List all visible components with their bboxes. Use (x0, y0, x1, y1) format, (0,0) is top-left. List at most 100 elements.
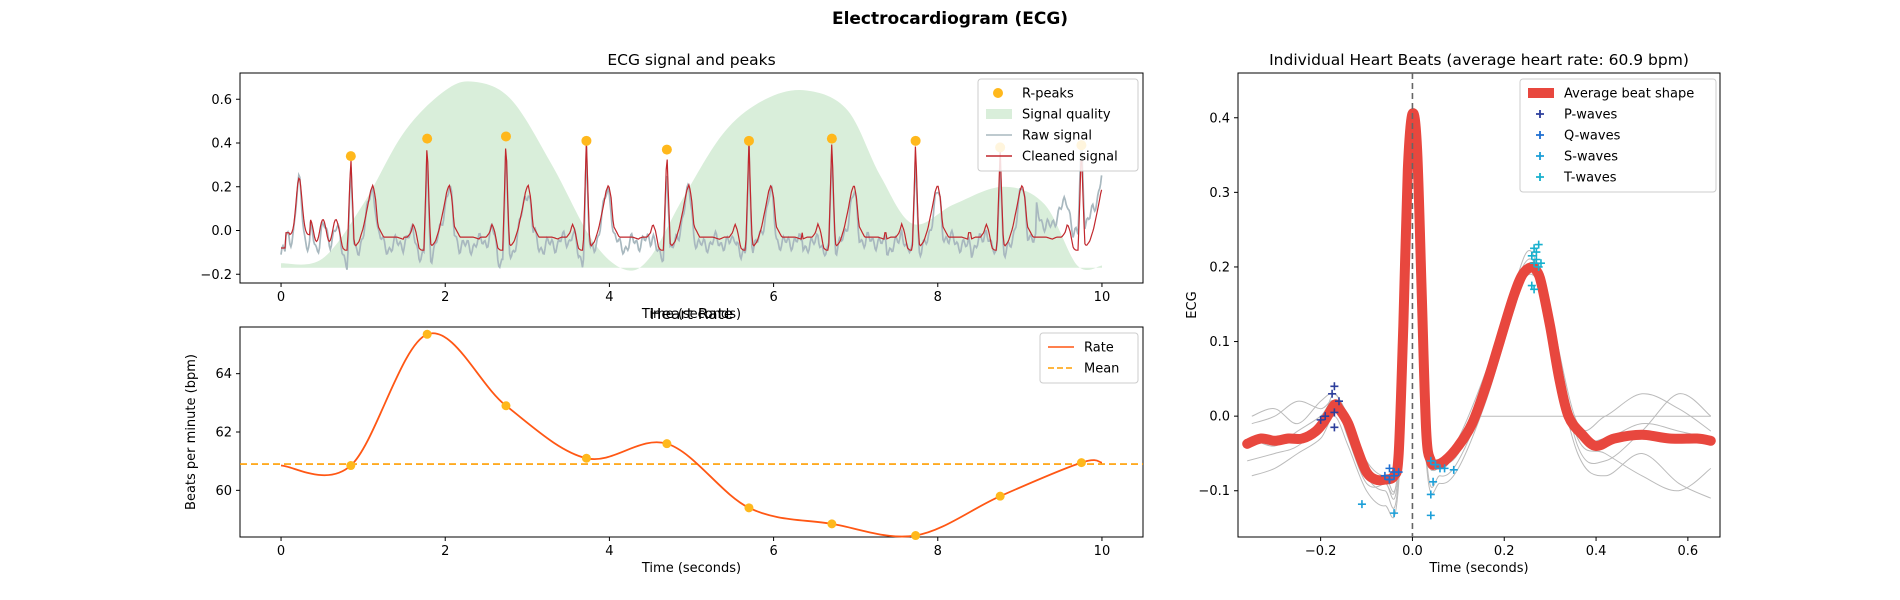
rate-legend-entry: Mean (1048, 362, 1119, 377)
beats-q-wave-marker (1394, 468, 1403, 477)
ecg-xtick-label: 2 (441, 290, 449, 305)
beats-xtick-label: 0.6 (1678, 544, 1699, 559)
rate-peak-point (662, 439, 672, 449)
ecg-legend-label: Cleaned signal (1022, 150, 1118, 165)
ecg-r-peak (910, 135, 921, 146)
beats-p-wave-marker (1334, 397, 1343, 406)
rate-xtick-label: 2 (441, 544, 449, 559)
beats-xtick-label: 0.0 (1402, 544, 1423, 559)
ecg-ytick-label: 0.0 (211, 224, 232, 239)
rate-frame (239, 326, 1144, 538)
rate-peak-point (995, 491, 1005, 501)
beats-legend-label: T-waves (1563, 171, 1617, 186)
beats-legend-label: P-waves (1564, 108, 1618, 123)
rate-legend-label: Rate (1084, 341, 1114, 356)
beats-p-wave-marker (1330, 382, 1339, 391)
beats-ytick-label: 0.0 (1209, 410, 1230, 425)
beats-q-wave-marker (1380, 471, 1389, 480)
ecg-r-peak (826, 133, 837, 144)
rate-legend-entry: Rate (1048, 341, 1114, 356)
ecg-legend-entry: Raw signal (986, 129, 1092, 144)
beats-s-wave-marker (1429, 477, 1438, 486)
beats-legend-marker (1536, 110, 1544, 118)
beats-ytick-label: 0.4 (1209, 111, 1230, 126)
beats-s-wave-marker (1440, 464, 1449, 473)
ecg-xlabel: Time (seconds) (641, 307, 741, 322)
ecg-xtick-label: 8 (934, 290, 942, 305)
beats-legend-marker (1536, 173, 1544, 181)
beats-axes: −0.2 0.0 0.2 0.4 0.6 −0.1 0.0 0.1 0.2 0.3 0.4 Indiv… (1185, 51, 1721, 576)
rate-ytick-label: 62 (215, 426, 232, 441)
ecg-ytick-label: 0.2 (211, 180, 232, 195)
ecg-cleaned-signal (281, 140, 1103, 251)
beats-t-wave-marker (1530, 285, 1539, 294)
rate-ylabel: Beats per minute (bpm) (184, 354, 199, 510)
beats-s-wave-marker (1426, 511, 1435, 520)
beats-p-wave-marker (1316, 415, 1325, 424)
ecg-legend-label: Raw signal (1022, 129, 1092, 144)
ecg-ytick-label: 0.4 (211, 137, 232, 152)
rate-peak-point (501, 401, 511, 411)
rate-xtick-label: 6 (769, 544, 777, 559)
beats-legend-entry: Average beat shape (1528, 87, 1694, 102)
beats-ytick-label: 0.1 (1209, 335, 1230, 350)
rate-xtick-label: 4 (605, 544, 613, 559)
beats-legend-label: S-waves (1564, 150, 1618, 165)
beats-s-wave-marker (1426, 456, 1435, 465)
ecg-legend-box (977, 78, 1139, 172)
beats-legend-label: Q-waves (1564, 129, 1621, 144)
beats-t-wave-marker (1536, 259, 1545, 268)
ecg-legend-label: Signal quality (1022, 108, 1111, 123)
ecg-legend-marker (986, 109, 1012, 119)
beats-xtick-label: 0.4 (1586, 544, 1607, 559)
rate-ytick-label: 60 (215, 484, 232, 499)
ecg-xtick-label: 6 (769, 290, 777, 305)
beats-xtick-label: −0.2 (1305, 544, 1337, 559)
beats-t-wave-marker (1527, 251, 1536, 260)
rate-xtick-label: 0 (277, 544, 285, 559)
ecg-ytick-label: 0.6 (211, 93, 232, 108)
rate-xtick-label: 10 (1094, 544, 1111, 559)
beats-p-wave-marker (1321, 412, 1330, 421)
beats-q-wave-marker (1385, 464, 1394, 473)
rate-ytick-label: 64 (215, 367, 232, 382)
beats-xtick-label: 0.2 (1494, 544, 1515, 559)
beats-s-wave-marker (1431, 460, 1440, 469)
beats-legend-marker (1536, 152, 1544, 160)
rate-peak-point (581, 453, 591, 463)
beats-xlabel: Time (seconds) (1428, 561, 1528, 576)
beats-p-wave-marker (1330, 408, 1339, 417)
ecg-raw-signal (280, 139, 1103, 270)
beats-s-wave-marker (1449, 465, 1458, 474)
ecg-xtick-label: 0 (277, 290, 285, 305)
ecg-r-peak (581, 135, 592, 146)
rate-xtick-label: 8 (934, 544, 942, 559)
beats-t-wave-marker (1530, 244, 1539, 253)
rate-peak-point (827, 519, 837, 529)
beats-t-wave-marker (1534, 240, 1543, 249)
ecg-legend-entry: Cleaned signal (986, 150, 1118, 165)
rate-xlabel: Time (seconds) (641, 561, 741, 576)
ecg-legend-marker (993, 88, 1003, 98)
beats-legend-box (1519, 78, 1717, 193)
beats-s-wave-marker (1357, 500, 1366, 509)
ecg-ytick-label: −0.2 (200, 268, 232, 283)
beats-legend-entry: S-waves (1536, 150, 1618, 165)
beats-t-wave-marker (1532, 255, 1541, 264)
beats-p-wave-marker (1328, 389, 1337, 398)
beats-s-wave-marker (1426, 490, 1435, 499)
rate-line (280, 332, 1103, 538)
ecg-xtick-label: 10 (1094, 290, 1111, 305)
figure-title: Electrocardiogram (ECG) (831, 9, 1069, 29)
rate-peak-point (911, 531, 921, 541)
rate-peak-point (744, 503, 754, 513)
beats-average-shape (1242, 108, 1716, 486)
rate-legend-box (1039, 332, 1139, 384)
beats-s-wave-marker (1390, 509, 1399, 518)
rate-title: Heart Rate (650, 305, 734, 323)
rate-legend-label: Mean (1084, 362, 1119, 377)
ecg-signal-quality (281, 81, 1102, 271)
beats-p-wave-marker (1330, 423, 1339, 432)
